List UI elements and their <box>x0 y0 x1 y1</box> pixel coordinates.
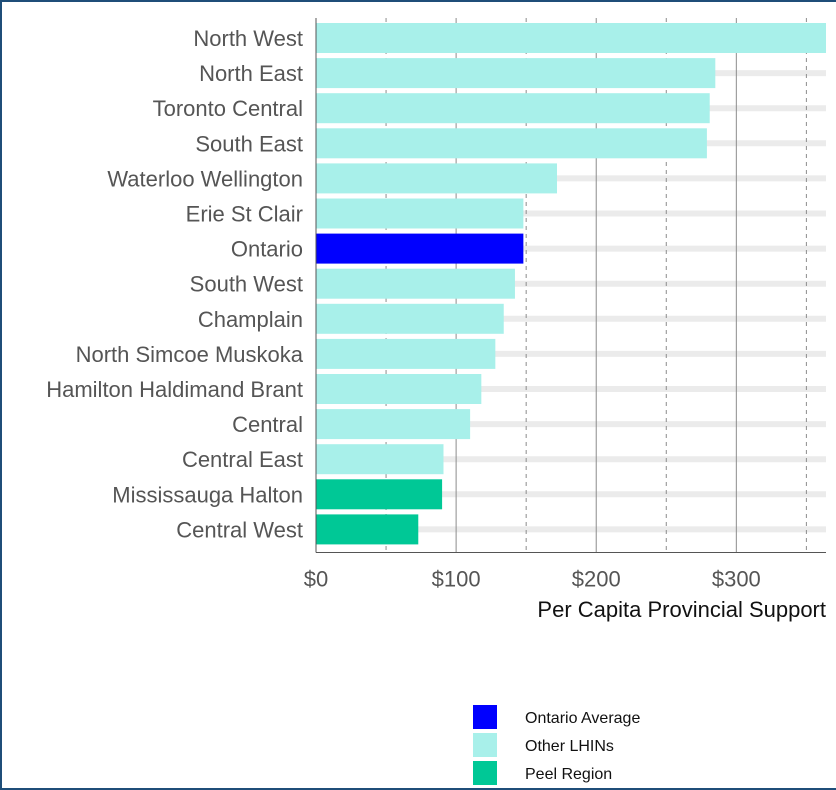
x-axis: $0 $100 $200 $300 <box>304 18 826 592</box>
bar <box>316 514 419 545</box>
bar <box>316 93 710 124</box>
bars <box>316 23 826 545</box>
category-label: Champlain <box>198 307 303 332</box>
category-label: South East <box>195 131 303 156</box>
bar <box>316 409 471 440</box>
legend-label: Ontario Average <box>525 710 640 727</box>
legend-swatch <box>473 761 497 785</box>
category-label: South West <box>190 272 303 297</box>
legend-label: Other LHINs <box>525 738 614 755</box>
x-tick-label: $300 <box>712 567 761 592</box>
x-axis-title: Per Capita Provincial Support <box>537 597 826 622</box>
x-tick-label: $100 <box>432 567 481 592</box>
bar <box>316 479 443 510</box>
bar <box>316 128 707 159</box>
category-label: Ontario <box>231 237 303 262</box>
legend: Ontario Average Other LHINs Peel Region <box>473 705 640 785</box>
category-label: Central East <box>182 447 303 472</box>
bar <box>316 198 524 229</box>
category-label: North East <box>199 61 303 86</box>
legend-swatch <box>473 733 497 757</box>
legend-label: Peel Region <box>525 766 612 783</box>
category-label: Hamilton Haldimand Brant <box>46 377 303 402</box>
category-label: Central <box>232 412 303 437</box>
bar <box>316 374 482 404</box>
bar <box>316 444 444 475</box>
category-label: Erie St Clair <box>186 202 303 227</box>
bar <box>316 303 504 334</box>
legend-swatch <box>473 705 497 729</box>
category-label: North West <box>193 26 303 51</box>
bar <box>316 233 524 264</box>
bar <box>316 338 496 369</box>
category-label: Central West <box>176 517 303 542</box>
bar <box>316 58 716 89</box>
category-label: Toronto Central <box>153 96 303 121</box>
bar <box>316 268 515 299</box>
bar <box>316 163 557 194</box>
x-tick-label: $200 <box>572 567 621 592</box>
x-tick-label: $0 <box>304 567 328 592</box>
category-label: Waterloo Wellington <box>107 166 303 191</box>
category-label: Mississauga Halton <box>112 482 303 507</box>
category-label: North Simcoe Muskoka <box>76 342 304 367</box>
category-labels: North West North East Toronto Central South… <box>46 26 304 542</box>
bar <box>316 23 826 53</box>
